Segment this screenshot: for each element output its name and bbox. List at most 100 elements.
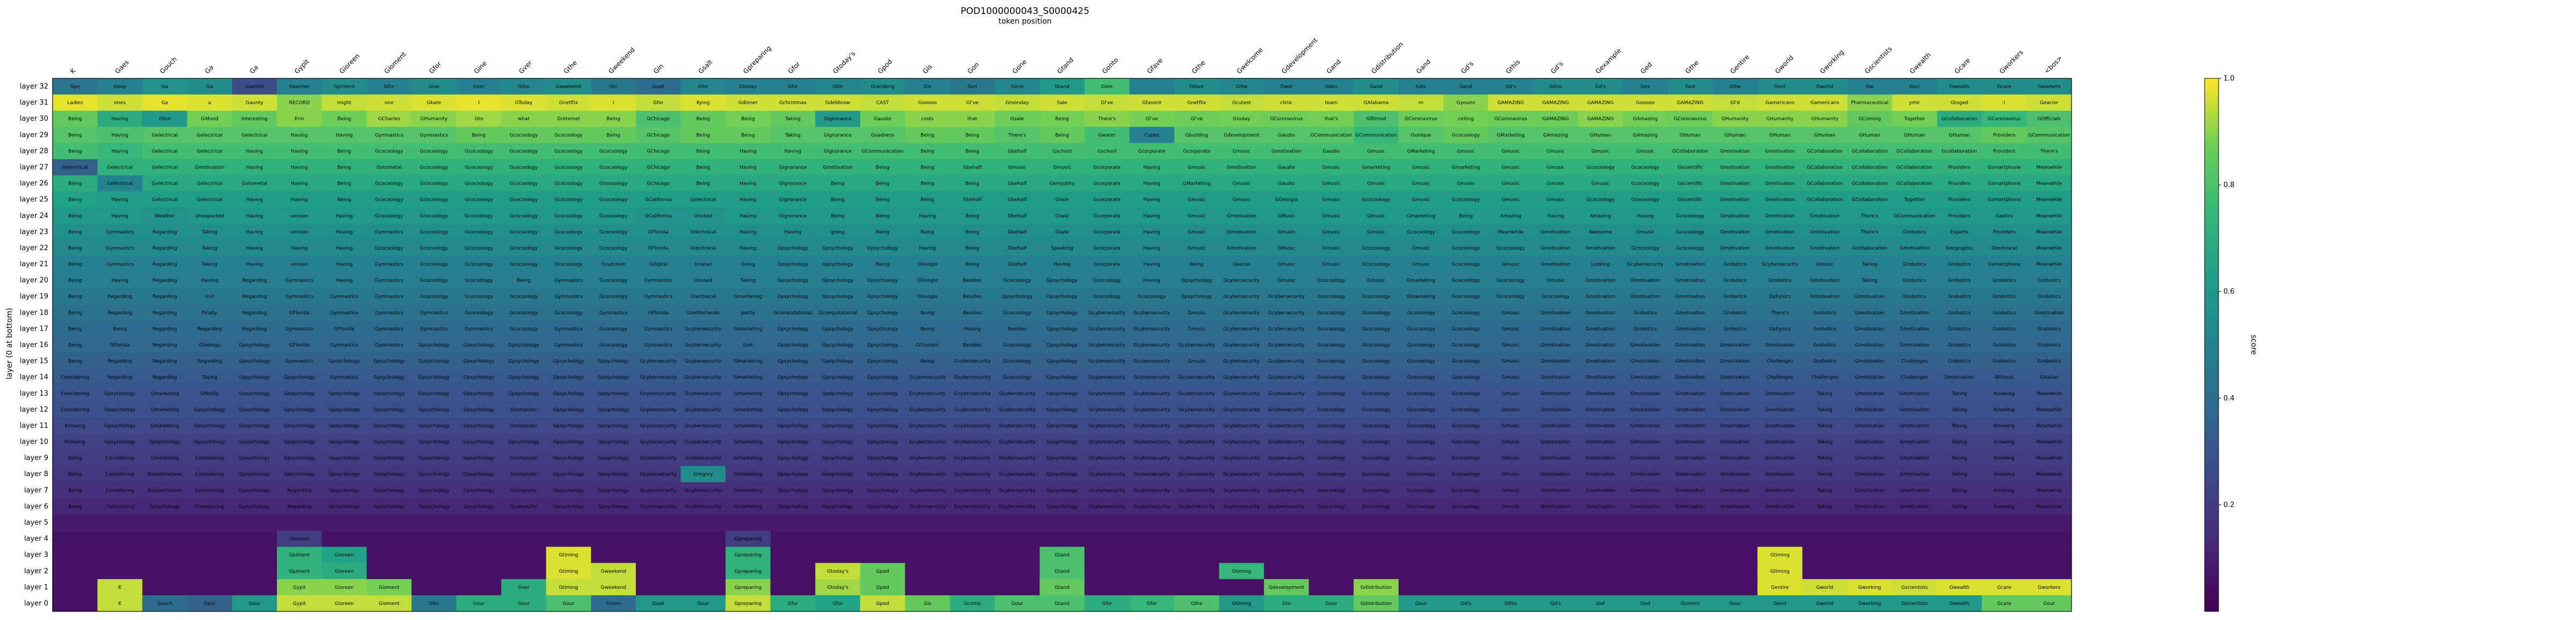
cell-label: Being	[68, 456, 82, 461]
heatmap-cell	[142, 304, 188, 321]
cell-label: Gelectrical	[152, 165, 178, 171]
heatmap-cell	[591, 288, 636, 305]
heatmap-cell	[1129, 239, 1175, 257]
cell-label: Gcomputer	[510, 424, 538, 429]
cell-label: Regarding	[108, 359, 133, 364]
heatmap-cell	[546, 304, 591, 321]
cell-label: GToday	[515, 100, 532, 106]
cell-label: GCommunication	[1311, 133, 1352, 138]
cell-label: Gpsychology	[239, 488, 270, 493]
cell-label: Gcybersecurity	[685, 375, 722, 381]
cell-label: Gthe	[1191, 601, 1203, 607]
cell-label: Gmotivation	[1541, 472, 1570, 477]
heatmap-cell	[815, 546, 861, 564]
heatmap-cell	[1264, 304, 1309, 321]
heatmap-cell	[1264, 175, 1309, 192]
cell-label: GAMAZING	[1677, 100, 1704, 106]
cell-label: Gcorporate	[1183, 149, 1210, 154]
cell-label: GAMAZING	[1497, 100, 1524, 106]
cell-label: Gmotivation	[1720, 359, 1750, 364]
cell-label: Gcare	[1997, 601, 2011, 607]
cell-label: Gcocoology	[1452, 343, 1480, 348]
cell-label: GFlorida	[110, 343, 130, 348]
cell-label: Gl've	[1190, 116, 1203, 122]
heatmap-cell	[97, 223, 143, 240]
heatmap-cell	[1623, 579, 1668, 596]
cell-label: GAfood	[201, 116, 218, 122]
cell-label: Being	[876, 214, 890, 219]
cell-label: Gmotivation	[1675, 456, 1705, 461]
heatmap-cell	[1488, 127, 1534, 143]
y-tick-label: layer 31	[20, 99, 48, 107]
cell-label: Gcocoology	[554, 133, 583, 138]
cell-label: Gpsychology	[598, 440, 630, 445]
heatmap-cell	[1802, 530, 1848, 548]
cell-label: Having	[1143, 165, 1160, 171]
heatmap-cell	[1892, 191, 1937, 208]
heatmap-cell	[1802, 223, 1848, 240]
heatmap-cell	[726, 127, 771, 143]
cell-label: Gymnastics	[375, 310, 404, 316]
heatmap-cell	[1667, 159, 1713, 176]
cell-label: Gmotivation	[1765, 230, 1795, 235]
cell-label: Gdis	[1416, 84, 1426, 90]
x-tick-label: Gexample	[1594, 47, 1622, 75]
heatmap-cell	[142, 239, 188, 257]
x-tick-label: Gon	[966, 61, 980, 75]
x-tick-label: Gpod	[876, 58, 894, 75]
cell-label: Speaking	[1051, 246, 1073, 251]
heatmap-cell	[187, 207, 232, 224]
cell-label: Gpsychology	[463, 440, 495, 445]
cell-label: Having	[112, 214, 129, 219]
cell-label: Cubes	[1144, 133, 1159, 138]
heatmap-cell	[950, 159, 995, 176]
cell-label: Gmarketing	[734, 326, 762, 332]
x-tick-label: Gthis	[1504, 58, 1521, 75]
heatmap-cell	[1129, 272, 1175, 289]
cell-label: Gfor	[832, 84, 843, 90]
cell-label: Having	[291, 149, 308, 154]
cell-label: Gcybersecurity	[1268, 472, 1305, 477]
cell-label: GCollaboration	[1897, 181, 1933, 187]
heatmap-cell	[1399, 191, 1444, 208]
cell-label: Gmarketing	[734, 472, 762, 477]
cell-label: Gmarketing	[1452, 165, 1480, 171]
heatmap-cell	[1578, 78, 1623, 95]
cell-label: Gmotivation	[1541, 375, 1570, 381]
heatmap-cell	[950, 256, 995, 273]
cell-label: Gcocoology	[1452, 230, 1480, 235]
cell-label: Gscientific	[1678, 181, 1703, 187]
heatmap-cell	[860, 143, 905, 159]
heatmap-cell	[1219, 159, 1264, 176]
heatmap-cell	[321, 127, 367, 143]
cell-label: Gmotivation	[1900, 246, 1929, 251]
x-tick-label: Gaes	[114, 59, 130, 75]
heatmap-cell	[277, 127, 322, 143]
heatmap-cell	[232, 530, 277, 548]
cell-label: Gmotivation	[1630, 391, 1660, 397]
heatmap-cell	[1219, 239, 1264, 257]
heatmap-cell	[994, 530, 1040, 548]
cell-label: Gdev	[1325, 84, 1338, 90]
heatmap-cell	[905, 94, 950, 111]
heatmap-cell	[591, 159, 636, 176]
heatmap-cell	[635, 304, 681, 321]
cell-label: Gmotivation	[1586, 456, 1615, 461]
cell-label: Gmusic	[1502, 343, 1520, 348]
heatmap-cell	[142, 563, 188, 580]
cell-label: Providers	[1948, 214, 1971, 219]
cell-label: Gcocoology	[465, 230, 493, 235]
heatmap-cells: Spe Geep Ga Ga Gazoshi Geecher Gpiment Gfor Gine…	[53, 78, 2072, 612]
cell-label: Grobotics	[1948, 278, 1971, 283]
cell-label: Gbehalf	[1008, 198, 1027, 203]
heatmap-cell	[815, 143, 861, 159]
cell-label: Meanwhile	[2036, 472, 2062, 477]
cell-label: Gpsychology	[553, 375, 584, 381]
heatmap-cell	[1399, 546, 1444, 564]
cell-label: Gmusic	[1636, 149, 1655, 154]
cell-label: Gaudio	[874, 116, 891, 122]
heatmap-cell	[1847, 94, 1892, 111]
heatmap-cell	[635, 288, 681, 305]
cell-label: Gmusic	[1233, 181, 1251, 187]
heatmap-cell	[591, 127, 636, 143]
